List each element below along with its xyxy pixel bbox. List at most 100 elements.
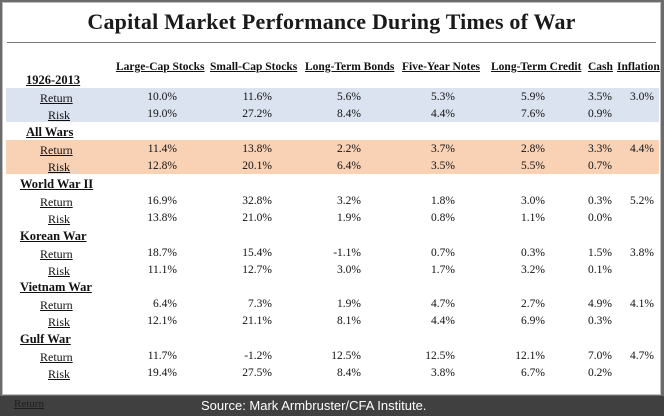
table-cell: 3.0% <box>630 91 654 103</box>
table-cell: 12.1% <box>515 350 545 362</box>
row-label-return: Return <box>40 298 73 312</box>
section-heading: Gulf War <box>20 332 71 346</box>
row-label-return: Return <box>40 143 73 157</box>
table-cell: 4.7% <box>630 350 654 362</box>
table-cell: 7.6% <box>521 108 545 120</box>
table-cell: 3.7% <box>431 143 455 155</box>
row-label-risk: Risk <box>48 160 71 174</box>
column-header-cash: Cash <box>588 61 613 73</box>
table-cell: 19.4% <box>147 367 177 379</box>
table-cell: 13.8% <box>147 212 177 224</box>
table-cell: 6.7% <box>521 367 545 379</box>
section-heading: Vietnam War <box>20 280 92 294</box>
title-divider <box>7 42 656 43</box>
table-cell: 21.0% <box>242 212 272 224</box>
section-heading: Korean War <box>20 229 87 243</box>
column-header-large-cap-stocks: Large-Cap Stocks <box>116 61 205 73</box>
table-cell: 3.5% <box>431 160 455 172</box>
table-cell: 8.4% <box>337 367 361 379</box>
table-cell: 0.7% <box>588 160 612 172</box>
table-title: Capital Market Performance During Times … <box>87 9 576 34</box>
table-cell: 3.0% <box>337 264 361 276</box>
column-header-long-term-bonds: Long-Term Bonds <box>305 61 395 73</box>
table-cell: -1.1% <box>333 247 361 259</box>
table-cell: 0.3% <box>521 247 545 259</box>
table-cell: 11.7% <box>147 350 177 362</box>
row-label-risk: Risk <box>48 264 71 278</box>
table-cell: 3.2% <box>337 195 361 207</box>
table-cell: 11.4% <box>147 143 177 155</box>
table-cell: 11.1% <box>147 264 177 276</box>
row-label-risk: Risk <box>48 315 71 329</box>
table-cell: 0.2% <box>588 367 612 379</box>
table-cell: 12.1% <box>147 315 177 327</box>
table-cell: 12.8% <box>147 160 177 172</box>
table-cell: 6.4% <box>153 298 177 310</box>
table-cell: 13.8% <box>242 143 272 155</box>
highlight-band <box>6 88 659 122</box>
section-heading: All Wars <box>26 125 74 139</box>
table-cell: 12.5% <box>331 350 361 362</box>
table-cell: 15.4% <box>242 247 272 259</box>
table-cell: 7.0% <box>588 350 612 362</box>
table-cell: 4.7% <box>431 298 455 310</box>
section-heading: World War II <box>20 177 94 191</box>
table-cell: 19.0% <box>147 108 177 120</box>
table-cell: 27.5% <box>242 367 272 379</box>
table-cell: 1.7% <box>431 264 455 276</box>
table-frame: Capital Market Performance During Times … <box>2 2 661 395</box>
column-header-small-cap-stocks: Small-Cap Stocks <box>210 61 298 73</box>
table-cell: 5.6% <box>337 91 361 103</box>
column-header-five-year-notes: Five-Year Notes <box>402 61 481 73</box>
table-cell: 0.8% <box>431 212 455 224</box>
table-cell: 4.4% <box>431 108 455 120</box>
table-cell: 0.0% <box>588 212 612 224</box>
table-cell: 21.1% <box>242 315 272 327</box>
table-cell: 32.8% <box>242 195 272 207</box>
table-cell: 4.4% <box>431 315 455 327</box>
table-cell: 3.8% <box>630 247 654 259</box>
table-cell: 1.1% <box>521 212 545 224</box>
table-cell: 6.4% <box>337 160 361 172</box>
table-cell: 16.9% <box>147 195 177 207</box>
table-cell: -1.2% <box>244 350 272 362</box>
footer-ghost-label: Return <box>14 398 44 410</box>
row-label-risk: Risk <box>48 108 71 122</box>
table-cell: 3.8% <box>431 367 455 379</box>
table-cell: 5.5% <box>521 160 545 172</box>
table-cell: 3.5% <box>588 91 612 103</box>
table-cell: 0.7% <box>431 247 455 259</box>
table-cell: 18.7% <box>147 247 177 259</box>
table-cell: 8.4% <box>337 108 361 120</box>
table-cell: 0.3% <box>588 195 612 207</box>
table-cell: 0.3% <box>588 315 612 327</box>
table-cell: 27.2% <box>242 108 272 120</box>
table-cell: 11.6% <box>242 91 272 103</box>
table-cell: 0.9% <box>588 108 612 120</box>
table-cell: 1.9% <box>337 212 361 224</box>
table-cell: 1.9% <box>337 298 361 310</box>
source-caption: Source: Mark Armbruster/CFA Institute. <box>201 398 427 413</box>
table-cell: 1.5% <box>588 247 612 259</box>
section-heading: 1926-2013 <box>26 73 81 87</box>
table-cell: 20.1% <box>242 160 272 172</box>
column-header-inflation: Inflation <box>617 61 660 73</box>
table-cell: 1.8% <box>431 195 455 207</box>
row-label-risk: Risk <box>48 367 71 381</box>
table-cell: 7.3% <box>248 298 272 310</box>
table-cell: 4.4% <box>630 143 654 155</box>
table-cell: 8.1% <box>337 315 361 327</box>
source-bar: Return <box>0 396 664 416</box>
table-cell: 5.2% <box>630 195 654 207</box>
table-cell: 3.2% <box>521 264 545 276</box>
row-label-return: Return <box>40 195 73 209</box>
table-cell: 3.0% <box>521 195 545 207</box>
table-cell: 12.7% <box>242 264 272 276</box>
table-cell: 3.3% <box>588 143 612 155</box>
table-cell: 4.9% <box>588 298 612 310</box>
table-cell: 12.5% <box>425 350 455 362</box>
table-cell: 10.0% <box>147 91 177 103</box>
table-cell: 2.7% <box>521 298 545 310</box>
highlight-band <box>6 140 659 174</box>
table-cell: 2.8% <box>521 143 545 155</box>
